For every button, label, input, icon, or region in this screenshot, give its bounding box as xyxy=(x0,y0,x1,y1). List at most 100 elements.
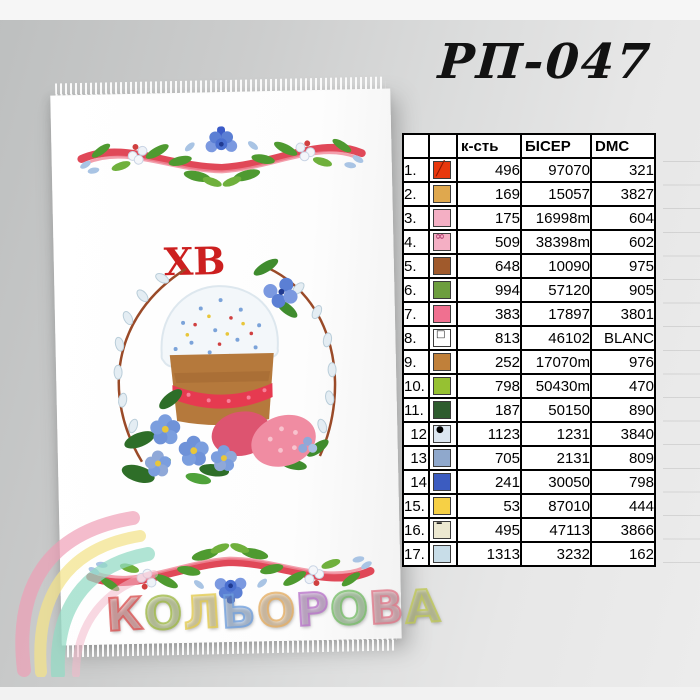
color-swatch-cell xyxy=(428,253,458,279)
square-bead-symbol-icon: □ xyxy=(436,329,446,340)
color-swatch xyxy=(433,257,451,275)
color-swatch xyxy=(433,353,451,371)
row-number: 5. xyxy=(402,253,430,279)
color-swatch-cell xyxy=(428,469,458,495)
bead-number-cell: 30050 xyxy=(520,469,592,495)
table-row: 12 ● 1123 1231 3840 xyxy=(402,421,656,447)
logo-letter: О xyxy=(141,585,185,642)
color-swatch xyxy=(433,473,451,491)
dmc-code-cell: 3866 xyxy=(590,517,656,543)
bead-number-cell: 38398m xyxy=(520,229,592,255)
table-row: 8. □ 813 46102 BLANC xyxy=(402,325,656,351)
bead-number-cell: 97070 xyxy=(520,157,592,183)
towel-fringe-top xyxy=(55,76,386,97)
color-swatch: – xyxy=(433,517,451,539)
dmc-code-cell: 976 xyxy=(590,349,656,375)
quantity-cell: 1313 xyxy=(456,541,522,567)
logo-letter: А xyxy=(402,578,443,635)
quantity-cell: 495 xyxy=(456,517,522,543)
quantity-cell: 1123 xyxy=(456,421,522,447)
header-bead: БІСЕР xyxy=(520,133,592,159)
color-swatch-cell xyxy=(428,397,458,423)
quantity-cell: 187 xyxy=(456,397,522,423)
color-swatch-cell xyxy=(428,349,458,375)
table-row: 16. –495 47113 3866 xyxy=(402,517,656,543)
table-row: 4. ∞ 509 38398m 602 xyxy=(402,229,656,255)
dmc-code-cell: 162 xyxy=(590,541,656,567)
color-swatch: ╱ xyxy=(433,161,451,179)
row-number: 4. xyxy=(402,229,430,255)
pattern-code: РП-047 xyxy=(436,34,654,90)
color-swatch-cell xyxy=(428,445,458,471)
bead-number-cell: 2131 xyxy=(520,445,592,471)
color-swatch-cell xyxy=(428,277,458,303)
color-swatch xyxy=(433,401,451,419)
dmc-code-cell: 798 xyxy=(590,469,656,495)
row-number: 17. xyxy=(402,541,430,567)
dmc-code-cell: 975 xyxy=(590,253,656,279)
color-swatch-cell xyxy=(428,205,458,231)
dot-bead-symbol-icon: ● xyxy=(436,425,444,435)
row-number: 6. xyxy=(402,277,430,303)
row-number: 7. xyxy=(402,301,430,327)
bead-number-cell: 1231 xyxy=(520,421,592,447)
dmc-code-cell: 321 xyxy=(590,157,656,183)
color-swatch-cell: ● xyxy=(428,421,458,447)
quantity-cell: 648 xyxy=(456,253,522,279)
header-swatch xyxy=(428,133,458,159)
color-swatch xyxy=(433,449,451,467)
color-swatch xyxy=(433,305,451,323)
quantity-cell: 496 xyxy=(456,157,522,183)
quantity-cell: 509 xyxy=(456,229,522,255)
bead-number-cell: 87010 xyxy=(520,493,592,519)
bead-number-cell: 47113 xyxy=(520,517,592,543)
header-num xyxy=(402,133,430,159)
row-number: 1. xyxy=(402,157,430,183)
table-row: 9. 252 17070m 976 xyxy=(402,349,656,375)
bead-number-cell: 50430m xyxy=(520,373,592,399)
logo-letter: О xyxy=(254,582,298,639)
table-row: 14 241 30050 798 xyxy=(402,469,656,495)
color-swatch-cell xyxy=(428,301,458,327)
logo-letter: Л xyxy=(181,584,225,641)
bead-table-wrap: к-сть БІСЕР DMC 1. ╱ 496 97070 321 2. 169 15057… xyxy=(402,133,700,579)
header-dmc: DMC xyxy=(590,133,656,159)
quantity-cell: 53 xyxy=(456,493,522,519)
table-row: 11. 187 50150 890 xyxy=(402,397,656,423)
dmc-code-cell: 604 xyxy=(590,205,656,231)
row-number: 14 xyxy=(402,469,430,495)
logo-letter: Ь xyxy=(219,583,259,640)
color-swatch xyxy=(433,209,451,227)
bead-number-cell: 16998m xyxy=(520,205,592,231)
bead-number-cell: 50150 xyxy=(520,397,592,423)
color-swatch-cell: □ xyxy=(428,325,458,351)
dmc-code-cell: 3840 xyxy=(590,421,656,447)
color-swatch-cell: – xyxy=(428,517,458,543)
diagonal-bead-symbol-icon: ╱ xyxy=(436,161,445,177)
quantity-cell: 241 xyxy=(456,469,522,495)
row-number: 8. xyxy=(402,325,430,351)
row-number: 3. xyxy=(402,205,430,231)
dmc-code-cell: 890 xyxy=(590,397,656,423)
brand-logo: КОЛЬОРОВА xyxy=(103,578,443,643)
dmc-code-cell: BLANC xyxy=(590,325,656,351)
towel-photo: ХВ xyxy=(50,76,402,658)
table-row: 1. ╱ 496 97070 321 xyxy=(402,157,656,183)
table-row: 6. 994 57120 905 xyxy=(402,277,656,303)
row-number: 15. xyxy=(402,493,430,519)
logo-letter: Р xyxy=(293,581,332,638)
dmc-code-cell: 3801 xyxy=(590,301,656,327)
color-swatch: ∞ xyxy=(433,230,451,251)
color-swatch xyxy=(433,497,451,515)
color-swatch-cell xyxy=(428,373,458,399)
quantity-cell: 175 xyxy=(456,205,522,231)
dmc-code-cell: 444 xyxy=(590,493,656,519)
color-swatch: □ xyxy=(433,329,451,347)
color-swatch-cell xyxy=(428,181,458,207)
dmc-code-cell: 470 xyxy=(590,373,656,399)
color-swatch-cell xyxy=(428,541,458,567)
color-swatch xyxy=(433,545,451,563)
table-row: 13 705 2131 809 xyxy=(402,445,656,471)
quantity-cell: 169 xyxy=(456,181,522,207)
dmc-code-cell: 809 xyxy=(590,445,656,471)
